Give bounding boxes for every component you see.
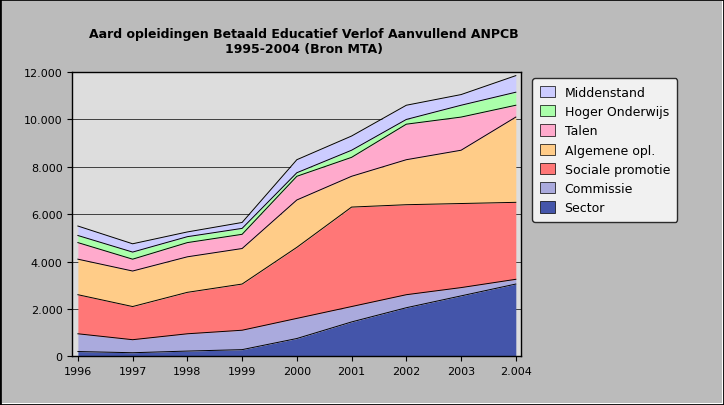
Text: Aard opleidingen Betaald Educatief Verlof Aanvullend ANPCB
1995-2004 (Bron MTA): Aard opleidingen Betaald Educatief Verlo…: [89, 28, 519, 56]
Legend: Middenstand, Hoger Onderwijs, Talen, Algemene opl., Sociale promotie, Commissie,: Middenstand, Hoger Onderwijs, Talen, Alg…: [532, 79, 678, 222]
